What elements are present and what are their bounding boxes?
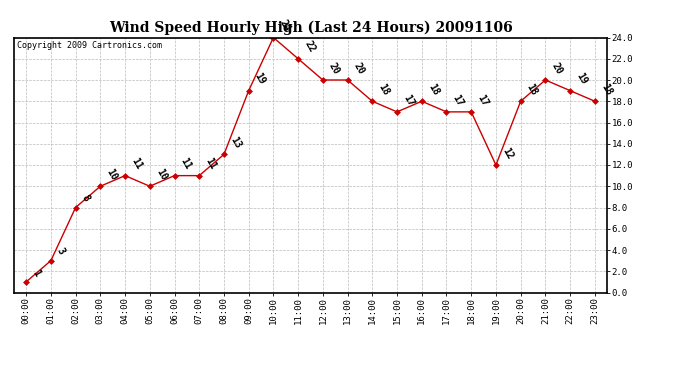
Text: 17: 17 <box>401 93 416 108</box>
Text: 20: 20 <box>549 61 564 76</box>
Text: 1: 1 <box>30 268 42 278</box>
Text: 11: 11 <box>129 156 144 171</box>
Text: Copyright 2009 Cartronics.com: Copyright 2009 Cartronics.com <box>17 41 161 50</box>
Text: 17: 17 <box>475 93 490 108</box>
Text: 18: 18 <box>377 82 391 97</box>
Text: 13: 13 <box>228 135 243 150</box>
Title: Wind Speed Hourly High (Last 24 Hours) 20091106: Wind Speed Hourly High (Last 24 Hours) 2… <box>108 21 513 35</box>
Text: 24: 24 <box>277 18 292 33</box>
Text: 19: 19 <box>253 71 268 87</box>
Text: 18: 18 <box>599 82 613 97</box>
Text: 20: 20 <box>327 61 342 76</box>
Text: 19: 19 <box>574 71 589 87</box>
Text: 20: 20 <box>352 61 366 76</box>
Text: 11: 11 <box>204 156 218 171</box>
Text: 10: 10 <box>154 167 168 182</box>
Text: 18: 18 <box>426 82 440 97</box>
Text: 11: 11 <box>179 156 193 171</box>
Text: 10: 10 <box>104 167 119 182</box>
Text: 8: 8 <box>80 193 91 203</box>
Text: 12: 12 <box>500 146 515 161</box>
Text: 22: 22 <box>302 39 317 55</box>
Text: 3: 3 <box>55 246 67 256</box>
Text: 17: 17 <box>451 93 465 108</box>
Text: 18: 18 <box>525 82 540 97</box>
